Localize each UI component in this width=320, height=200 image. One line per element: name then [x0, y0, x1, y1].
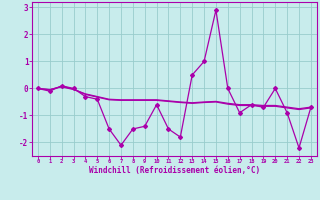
X-axis label: Windchill (Refroidissement éolien,°C): Windchill (Refroidissement éolien,°C) [89, 166, 260, 175]
